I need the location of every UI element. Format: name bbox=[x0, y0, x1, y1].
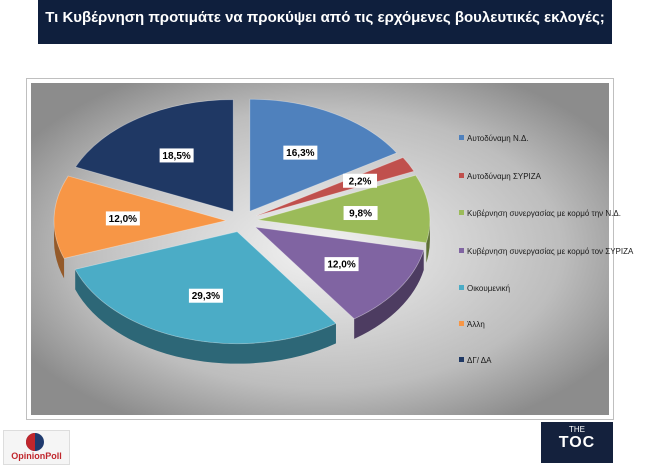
opinionpoll-logo-text: OpinionPoll bbox=[11, 451, 62, 461]
legend-swatch-4 bbox=[459, 248, 464, 253]
legend-swatch-6 bbox=[459, 321, 464, 326]
data-label-6: 12,0% bbox=[105, 211, 140, 226]
legend-label-5: Οικουμενική bbox=[467, 284, 511, 293]
legend-item-6: Άλλη bbox=[459, 319, 637, 330]
data-label-text-4: 12,0% bbox=[327, 260, 355, 271]
pie-slice-side-6 bbox=[54, 220, 65, 279]
legend-item-7: ΔΓ/ ΔΑ bbox=[459, 355, 637, 366]
legend-swatch-7 bbox=[459, 357, 464, 362]
data-label-7: 18,5% bbox=[159, 148, 194, 163]
data-label-box-3 bbox=[343, 206, 378, 221]
title-bar: Τι Κυβέρνηση προτιμάτε να προκύψει από τ… bbox=[38, 0, 612, 44]
legend-item-3: Κυβέρνηση συνεργασίας με κορμό την Ν.Δ. bbox=[459, 208, 637, 219]
data-label-3: 9,8% bbox=[343, 206, 378, 221]
data-label-box-1 bbox=[283, 145, 318, 160]
pie-slice-2[interactable] bbox=[256, 157, 415, 217]
the-toc-logo-small: THE bbox=[569, 425, 585, 434]
pie-slice-4[interactable] bbox=[254, 226, 425, 320]
data-label-text-1: 16,3% bbox=[286, 148, 314, 159]
data-label-text-5: 29,3% bbox=[192, 291, 220, 302]
chart-title: Τι Κυβέρνηση προτιμάτε να προκύψει από τ… bbox=[45, 9, 605, 26]
pie-slice-side-4 bbox=[354, 250, 424, 339]
data-label-text-7: 18,5% bbox=[162, 151, 190, 162]
data-label-box-4 bbox=[324, 257, 359, 272]
legend-label-7: ΔΓ/ ΔΑ bbox=[467, 356, 492, 365]
chart-frame: 16,3% 2,2% 9,8% 12,0% 29,3% 12,0% 18,5% Αυτοδύ… bbox=[26, 78, 633, 420]
legend-swatch-5 bbox=[459, 285, 464, 290]
the-toc-logo-main: TOC bbox=[558, 434, 596, 451]
opinionpoll-logo: OpinionPoll bbox=[3, 430, 70, 465]
data-label-5: 29,3% bbox=[188, 288, 223, 303]
data-label-2: 2,2% bbox=[343, 173, 378, 188]
pie-slice-side-3 bbox=[426, 219, 430, 263]
legend-label-3: Κυβέρνηση συνεργασίας με κορμό την Ν.Δ. bbox=[467, 209, 621, 218]
data-label-text-6: 12,0% bbox=[109, 214, 137, 225]
legend-label-1: Αυτοδύναμη Ν.Δ. bbox=[467, 134, 529, 143]
legend-item-1: Αυτοδύναμη Ν.Δ. bbox=[459, 133, 637, 144]
pie-slice-1[interactable] bbox=[249, 98, 398, 212]
legend-label-6: Άλλη bbox=[467, 320, 485, 329]
data-label-text-3: 9,8% bbox=[349, 209, 372, 220]
legend-swatch-3 bbox=[459, 210, 464, 215]
legend-label-2: Αυτοδύναμη ΣΥΡΙΖΑ bbox=[467, 172, 542, 181]
pie-slice-side-5 bbox=[75, 269, 336, 364]
data-label-text-2: 2,2% bbox=[349, 176, 372, 187]
the-toc-logo: THE TOC bbox=[541, 422, 613, 463]
data-label-box-5 bbox=[188, 288, 223, 303]
pie-slice-7[interactable] bbox=[74, 99, 234, 213]
pie-slice-6[interactable] bbox=[53, 175, 227, 259]
data-label-1: 16,3% bbox=[283, 145, 318, 160]
legend-item-4: Κυβέρνηση συνεργασίας με κορμό τον ΣΥΡΙΖ… bbox=[459, 246, 637, 257]
data-label-box-6 bbox=[105, 211, 140, 226]
opinionpoll-circle-icon bbox=[26, 433, 44, 451]
data-label-4: 12,0% bbox=[324, 257, 359, 272]
pie-chart: 16,3% 2,2% 9,8% 12,0% 29,3% 12,0% 18,5% bbox=[31, 83, 609, 415]
pie-slice-5[interactable] bbox=[74, 231, 337, 345]
legend-item-5: Οικουμενική bbox=[459, 283, 637, 294]
legend-swatch-1 bbox=[459, 135, 464, 140]
data-label-box-7 bbox=[159, 148, 194, 163]
legend-label-4: Κυβέρνηση συνεργασίας με κορμό τον ΣΥΡΙΖ… bbox=[467, 247, 634, 256]
legend-swatch-2 bbox=[459, 173, 464, 178]
data-label-box-2 bbox=[343, 173, 378, 188]
legend-item-2: Αυτοδύναμη ΣΥΡΙΖΑ bbox=[459, 171, 637, 182]
